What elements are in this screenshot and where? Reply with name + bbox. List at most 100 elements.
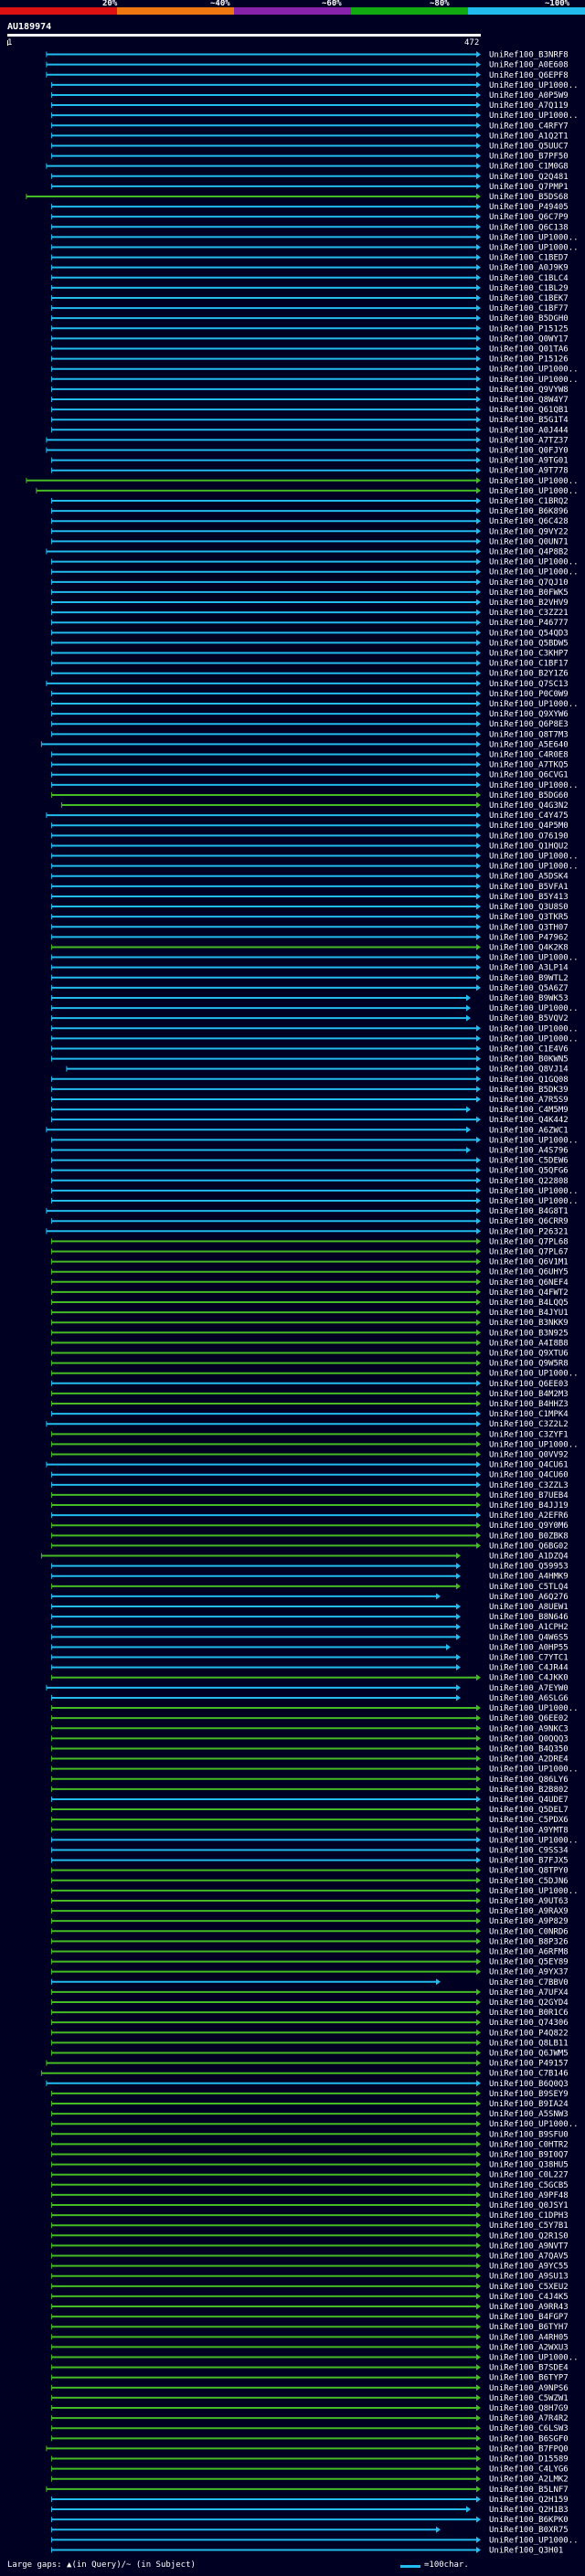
hit-row[interactable]: UniRef100_UP1000.. (50, 558, 579, 567)
hit-row[interactable]: UniRef100_C1MPK4 (50, 1410, 569, 1419)
hit-row[interactable]: UniRef100_B2Y1Z6 (50, 670, 569, 679)
hit-label[interactable]: UniRef100_C1BRQ2 (489, 497, 569, 506)
hit-row[interactable]: UniRef100_A1DZQ4 (40, 1553, 569, 1562)
hit-label[interactable]: UniRef100_UP1000.. (489, 1034, 579, 1044)
hit-label[interactable]: UniRef100_UP1000.. (489, 233, 579, 242)
hit-row[interactable]: UniRef100_Q5QFG6 (50, 1167, 569, 1176)
hit-row[interactable]: UniRef100_Q6EE03 (50, 1380, 569, 1389)
hit-row[interactable]: UniRef100_O76190 (50, 832, 569, 841)
hit-row[interactable]: UniRef100_Q6C428 (50, 517, 569, 526)
hit-label[interactable]: UniRef100_C5TLQ4 (489, 1583, 569, 1592)
hit-row[interactable]: UniRef100_UP1000.. (50, 1187, 579, 1196)
hit-label[interactable]: UniRef100_Q8TPY0 (489, 1867, 569, 1876)
hit-row[interactable]: UniRef100_Q3U8S0 (50, 903, 569, 912)
hit-row[interactable]: UniRef100_A9NVT7 (50, 2242, 569, 2251)
hit-label[interactable]: UniRef100_P46777 (489, 619, 569, 628)
hit-row[interactable]: UniRef100_P15125 (50, 324, 569, 334)
hit-row[interactable]: UniRef100_Q4W6S5 (50, 1633, 569, 1642)
hit-row[interactable]: UniRef100_Q7SC13 (46, 680, 569, 689)
hit-row[interactable]: UniRef100_C4RFY7 (50, 122, 569, 131)
hit-label[interactable]: UniRef100_P49405 (489, 203, 569, 212)
hit-row[interactable]: UniRef100_Q6BG02 (50, 1542, 569, 1551)
hit-row[interactable]: UniRef100_Q6CRR9 (50, 1217, 569, 1226)
hit-label[interactable]: UniRef100_B4FGP7 (489, 2313, 569, 2322)
hit-label[interactable]: UniRef100_Q3TH07 (489, 923, 569, 932)
hit-row[interactable]: UniRef100_Q0WY17 (50, 334, 569, 344)
hit-row[interactable]: UniRef100_B4HHZ3 (50, 1400, 569, 1409)
hit-row[interactable]: UniRef100_Q7PMP1 (50, 183, 569, 192)
hit-label[interactable]: UniRef100_Q7SC13 (489, 680, 569, 689)
hit-row[interactable]: UniRef100_UP1000.. (50, 568, 579, 578)
hit-row[interactable]: UniRef100_Q0QQQ3 (50, 1734, 569, 1744)
hit-row[interactable]: UniRef100_B8P326 (50, 1937, 569, 1946)
hit-label[interactable]: UniRef100_C5Y7B1 (489, 2221, 569, 2231)
hit-label[interactable]: UniRef100_P26321 (489, 1227, 569, 1236)
hit-row[interactable]: UniRef100_A7Q119 (50, 101, 569, 111)
hit-label[interactable]: UniRef100_B9WTL2 (489, 974, 569, 983)
hit-label[interactable]: UniRef100_Q9W5R8 (489, 1360, 569, 1369)
hit-row[interactable]: UniRef100_UP1000.. (50, 954, 579, 963)
hit-row[interactable]: UniRef100_B7FJX5 (50, 1857, 569, 1866)
hit-label[interactable]: UniRef100_Q4CU61 (489, 1461, 569, 1470)
hit-row[interactable]: UniRef100_Q6P8E3 (50, 720, 569, 729)
hit-label[interactable]: UniRef100_A4RH05 (489, 2333, 569, 2342)
hit-row[interactable]: UniRef100_P46777 (50, 619, 569, 628)
hit-row[interactable]: UniRef100_A9RR43 (50, 2303, 569, 2312)
hit-label[interactable]: UniRef100_Q5BDW5 (489, 639, 569, 648)
hit-label[interactable]: UniRef100_B0KWN5 (489, 1055, 569, 1065)
hit-row[interactable]: UniRef100_A9P829 (50, 1917, 569, 1926)
hit-label[interactable]: UniRef100_A7UFX4 (489, 1988, 569, 1998)
hit-row[interactable]: UniRef100_Q6EPF8 (46, 71, 569, 80)
hit-row[interactable]: UniRef100_C5XEU2 (50, 2283, 569, 2292)
hit-label[interactable]: UniRef100_B4G8T1 (489, 1207, 569, 1216)
hit-label[interactable]: UniRef100_Q5QFG6 (489, 1167, 569, 1176)
hit-row[interactable]: UniRef100_C5WZW1 (50, 2394, 569, 2403)
hit-row[interactable]: UniRef100_B0KWN5 (50, 1055, 569, 1065)
hit-row[interactable]: UniRef100_UP1000.. (50, 2536, 579, 2545)
hit-label[interactable]: UniRef100_B5Y413 (489, 893, 569, 902)
hit-label[interactable]: UniRef100_C1BED7 (489, 254, 569, 263)
hit-row[interactable]: UniRef100_Q9VYW8 (50, 386, 569, 395)
hit-label[interactable]: UniRef100_B4LQQ5 (489, 1299, 569, 1308)
hit-row[interactable]: UniRef100_B0R1C6 (50, 2009, 569, 2018)
hit-row[interactable]: UniRef100_Q4FWT2 (50, 1288, 569, 1298)
hit-row[interactable]: UniRef100_C1M0G8 (46, 163, 569, 172)
hit-row[interactable]: UniRef100_B6K896 (50, 507, 569, 516)
hit-label[interactable]: UniRef100_Q4G3N2 (489, 801, 569, 811)
hit-row[interactable]: UniRef100_C5DJN6 (50, 1877, 569, 1886)
hit-row[interactable]: UniRef100_A9RAX9 (50, 1907, 569, 1916)
hit-label[interactable]: UniRef100_C3ZZL3 (489, 1481, 569, 1490)
hit-row[interactable]: UniRef100_B9SFU0 (50, 2130, 569, 2139)
hit-row[interactable]: UniRef100_A9YC55 (50, 2263, 569, 2272)
hit-row[interactable]: UniRef100_UP1000.. (50, 1034, 579, 1044)
hit-row[interactable]: UniRef100_A9PF48 (50, 2191, 569, 2200)
hit-row[interactable]: UniRef100_B0FWK5 (50, 588, 569, 598)
hit-label[interactable]: UniRef100_C5PDX6 (489, 1816, 569, 1825)
hit-label[interactable]: UniRef100_A9NKC3 (489, 1724, 569, 1733)
hit-label[interactable]: UniRef100_UP1000.. (489, 568, 579, 578)
hit-row[interactable]: UniRef100_C4LYG6 (50, 2465, 569, 2475)
hit-label[interactable]: UniRef100_A0P5W9 (489, 91, 569, 101)
hit-row[interactable]: UniRef100_B7FPQ0 (46, 2444, 569, 2454)
hit-label[interactable]: UniRef100_C1M0G8 (489, 163, 569, 172)
hit-label[interactable]: UniRef100_Q1HQU2 (489, 842, 569, 851)
hit-label[interactable]: UniRef100_UP1000.. (489, 1024, 579, 1034)
hit-row[interactable]: UniRef100_C5PDX6 (50, 1816, 569, 1825)
hit-label[interactable]: UniRef100_UP1000.. (489, 1887, 579, 1896)
hit-row[interactable]: UniRef100_Q6NEF4 (50, 1278, 569, 1288)
hit-label[interactable]: UniRef100_B5VFA1 (489, 883, 569, 892)
hit-label[interactable]: UniRef100_Q86LY6 (489, 1776, 569, 1785)
hit-row[interactable]: UniRef100_P15126 (50, 355, 569, 365)
hit-label[interactable]: UniRef100_Q0WY17 (489, 334, 569, 344)
hit-label[interactable]: UniRef100_C5DJN6 (489, 1877, 569, 1886)
hit-row[interactable]: UniRef100_Q8W4Y7 (50, 396, 569, 405)
hit-label[interactable]: UniRef100_Q2H159 (489, 2496, 569, 2505)
hit-row[interactable]: UniRef100_B4LQQ5 (50, 1299, 569, 1308)
hit-label[interactable]: UniRef100_Q0VV92 (489, 1451, 569, 1460)
hit-label[interactable]: UniRef100_B9I0Q7 (489, 2151, 569, 2160)
hit-row[interactable]: UniRef100_Q7PL68 (50, 1237, 569, 1246)
hit-row[interactable]: UniRef100_Q1HQU2 (50, 842, 569, 851)
hit-row[interactable]: UniRef100_B5DGH0 (50, 314, 569, 323)
hit-row[interactable]: UniRef100_Q86LY6 (50, 1776, 569, 1785)
hit-row[interactable]: UniRef100_B5VQV2 (50, 1014, 569, 1023)
